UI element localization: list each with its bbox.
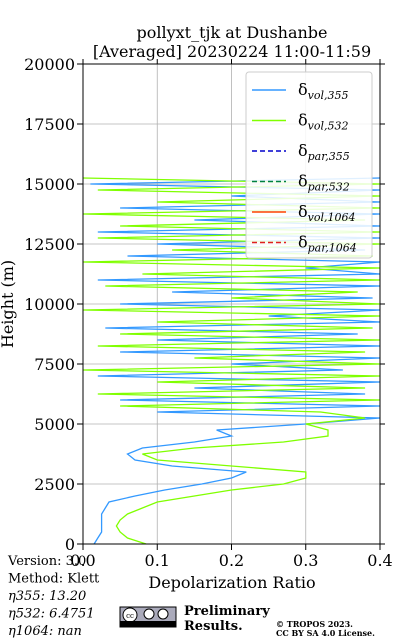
info-text: η355: 13.20 [8, 589, 86, 604]
y-tick-label: 0 [65, 535, 75, 554]
title-line: pollyxt_tjk at Dushanbe [136, 23, 327, 42]
legend-label: δpar,532 [298, 172, 350, 194]
legend-label: δpar,355 [298, 141, 350, 163]
license-text: CC BY SA 4.0 License. [276, 628, 375, 638]
y-tick-label: 5000 [34, 415, 75, 434]
license-text: © TROPOS 2023. [276, 619, 353, 629]
y-tick-label: 12500 [24, 235, 75, 254]
legend-label: δvol,355 [298, 80, 349, 102]
info-text: η1064: nan [8, 624, 82, 639]
y-tick-label: 17500 [24, 115, 75, 134]
legend-label: δvol,1064 [298, 202, 356, 224]
x-tick-label: 0.4 [367, 551, 392, 570]
y-axis-label: Height (m) [0, 260, 17, 348]
preliminary-text: Preliminary [184, 604, 270, 619]
profile-line [83, 177, 380, 544]
info-text: Method: Klett [8, 572, 100, 587]
legend-label: δpar,1064 [298, 233, 357, 255]
legend-label: δvol,532 [298, 111, 349, 133]
y-tick-label: 10000 [24, 295, 75, 314]
x-axis-label: Depolarization Ratio [148, 573, 315, 592]
x-tick-label: 0.1 [145, 551, 170, 570]
cc-logo: cc [119, 606, 177, 628]
x-tick-label: 0.3 [293, 551, 318, 570]
svg-text:cc: cc [126, 612, 134, 620]
preliminary-text: Results. [184, 619, 243, 634]
plot-frame [82, 63, 381, 545]
y-tick-label: 15000 [24, 175, 75, 194]
y-tick-label: 20000 [24, 55, 75, 74]
y-tick-label: 7500 [34, 355, 75, 374]
y-tick-label: 2500 [34, 475, 75, 494]
x-tick-label: 0.2 [219, 551, 244, 570]
title-line: [Averaged] 20230224 11:00-11:59 [93, 42, 371, 61]
info-text: Version: 3.0 [7, 554, 86, 569]
x-tick-label: 0.0 [70, 551, 95, 570]
info-text: η532: 6.4751 [8, 607, 95, 622]
